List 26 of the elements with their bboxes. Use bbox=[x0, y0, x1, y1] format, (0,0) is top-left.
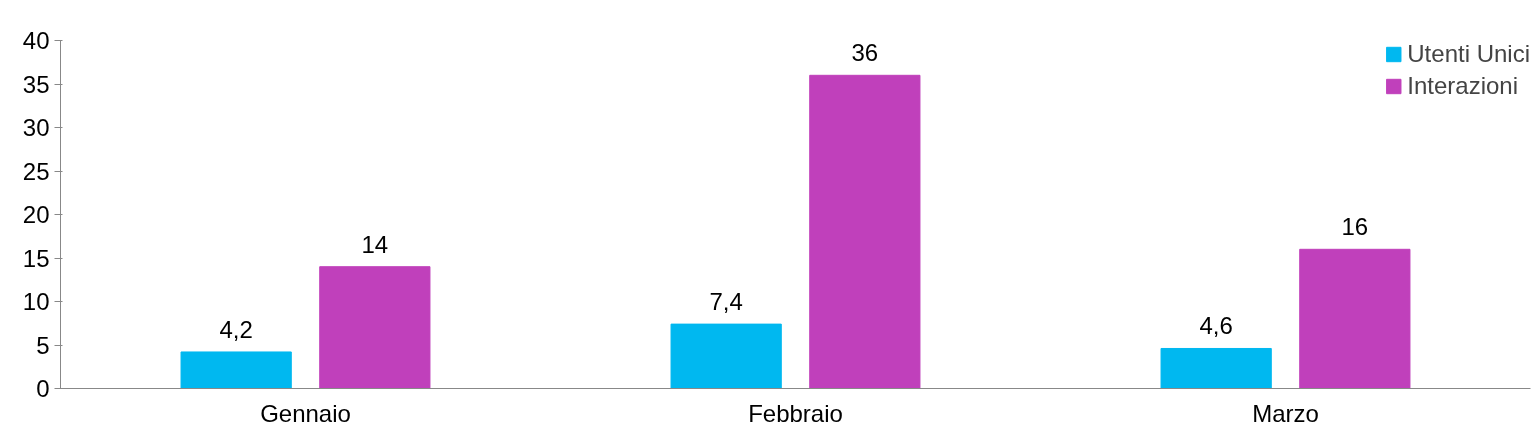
y-tick-label: 15 bbox=[22, 244, 50, 272]
data-label: 36 bbox=[851, 39, 879, 67]
data-label: 7,4 bbox=[709, 288, 743, 316]
y-tick-label: 25 bbox=[22, 157, 50, 185]
y-tick-label: 30 bbox=[22, 114, 50, 141]
bar bbox=[180, 351, 292, 389]
x-tick-label: Marzo bbox=[1252, 399, 1319, 427]
data-label: 4,6 bbox=[1199, 312, 1233, 340]
data-label: 4,2 bbox=[219, 315, 253, 343]
y-tick-label: 5 bbox=[36, 331, 50, 359]
bar bbox=[670, 323, 782, 389]
y-tick-label: 35 bbox=[22, 70, 50, 98]
y-tick-label: 40 bbox=[22, 27, 50, 54]
legend-label: Utenti Unici bbox=[1407, 40, 1530, 68]
y-tick-label: 0 bbox=[36, 375, 50, 402]
bar bbox=[1299, 248, 1411, 389]
y-tick-label: 20 bbox=[22, 201, 50, 228]
data-label: 16 bbox=[1341, 213, 1369, 241]
data-label: 14 bbox=[361, 230, 389, 258]
bar bbox=[1160, 347, 1272, 389]
bar bbox=[319, 266, 431, 389]
x-tick-label: Febbraio bbox=[748, 399, 843, 427]
y-tick-label: 10 bbox=[22, 288, 50, 315]
bar bbox=[809, 74, 921, 389]
x-tick-label: Gennaio bbox=[260, 399, 351, 427]
legend-label: Interazioni bbox=[1407, 72, 1519, 100]
